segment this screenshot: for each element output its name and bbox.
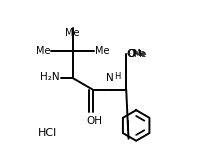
Text: O: O [126,49,134,59]
Text: O: O [127,49,135,59]
Text: OH: OH [86,116,102,125]
Text: HCl: HCl [38,128,57,138]
Text: methoxy: methoxy [126,53,133,54]
Text: Me: Me [35,46,50,56]
Text: Me: Me [132,49,145,58]
Text: H: H [113,72,120,81]
Text: Me: Me [132,50,145,59]
Text: Me: Me [95,46,109,56]
Text: N: N [106,73,113,83]
Text: Me: Me [65,28,80,37]
Text: H₂N: H₂N [40,72,59,82]
